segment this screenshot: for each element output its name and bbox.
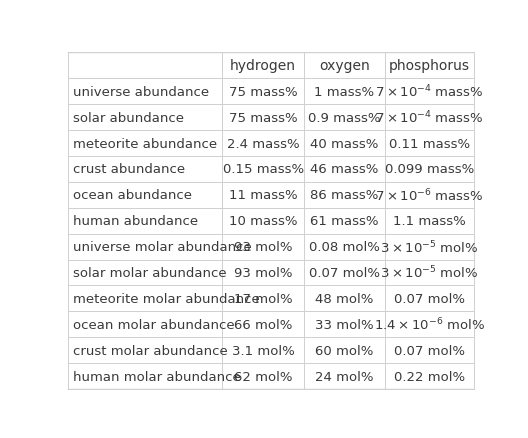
Text: solar abundance: solar abundance [73, 111, 184, 124]
Text: 0.07 mol%: 0.07 mol% [394, 344, 465, 357]
Text: 0.099 mass%: 0.099 mass% [385, 163, 474, 176]
Text: 86 mass%: 86 mass% [310, 189, 379, 202]
Text: 24 mol%: 24 mol% [315, 370, 374, 383]
Text: human abundance: human abundance [73, 215, 198, 228]
Text: meteorite molar abundance: meteorite molar abundance [73, 292, 260, 305]
Text: 0.07 mol%: 0.07 mol% [309, 266, 380, 279]
Text: 33 mol%: 33 mol% [315, 318, 374, 331]
Text: $7\times10^{-4}$ mass%: $7\times10^{-4}$ mass% [375, 110, 484, 126]
Text: 1 mass%: 1 mass% [314, 85, 374, 99]
Text: 10 mass%: 10 mass% [229, 215, 297, 228]
Text: 75 mass%: 75 mass% [229, 111, 297, 124]
Text: 48 mol%: 48 mol% [315, 292, 373, 305]
Text: oxygen: oxygen [319, 59, 370, 73]
Text: 0.08 mol%: 0.08 mol% [309, 240, 380, 254]
Text: $3\times10^{-5}$ mol%: $3\times10^{-5}$ mol% [381, 265, 479, 281]
Text: 93 mol%: 93 mol% [234, 266, 293, 279]
Text: universe abundance: universe abundance [73, 85, 209, 99]
Text: crust molar abundance: crust molar abundance [73, 344, 228, 357]
Text: phosphorus: phosphorus [389, 59, 470, 73]
Text: ocean abundance: ocean abundance [73, 189, 192, 202]
Text: $7\times10^{-4}$ mass%: $7\times10^{-4}$ mass% [375, 84, 484, 100]
Text: 75 mass%: 75 mass% [229, 85, 297, 99]
Text: meteorite abundance: meteorite abundance [73, 137, 217, 150]
Text: 61 mass%: 61 mass% [310, 215, 379, 228]
Text: 93 mol%: 93 mol% [234, 240, 293, 254]
Text: 0.11 mass%: 0.11 mass% [389, 137, 470, 150]
Text: 40 mass%: 40 mass% [310, 137, 379, 150]
Text: $7\times10^{-6}$ mass%: $7\times10^{-6}$ mass% [375, 187, 484, 204]
Text: 3.1 mol%: 3.1 mol% [232, 344, 295, 357]
Text: 0.9 mass%: 0.9 mass% [308, 111, 381, 124]
Text: 62 mol%: 62 mol% [234, 370, 293, 383]
Text: 17 mol%: 17 mol% [234, 292, 293, 305]
Text: 66 mol%: 66 mol% [234, 318, 293, 331]
Text: 0.07 mol%: 0.07 mol% [394, 292, 465, 305]
Text: human molar abundance: human molar abundance [73, 370, 241, 383]
Text: hydrogen: hydrogen [230, 59, 296, 73]
Text: 0.15 mass%: 0.15 mass% [222, 163, 304, 176]
Text: 1.1 mass%: 1.1 mass% [393, 215, 466, 228]
Text: 0.22 mol%: 0.22 mol% [394, 370, 465, 383]
Text: 2.4 mass%: 2.4 mass% [227, 137, 299, 150]
Text: universe molar abundance: universe molar abundance [73, 240, 252, 254]
Text: $1.4\times10^{-6}$ mol%: $1.4\times10^{-6}$ mol% [374, 316, 485, 333]
Text: 46 mass%: 46 mass% [310, 163, 379, 176]
Text: $3\times10^{-5}$ mol%: $3\times10^{-5}$ mol% [381, 239, 479, 255]
Text: ocean molar abundance: ocean molar abundance [73, 318, 234, 331]
Text: solar molar abundance: solar molar abundance [73, 266, 227, 279]
Text: 11 mass%: 11 mass% [229, 189, 297, 202]
Text: crust abundance: crust abundance [73, 163, 185, 176]
Text: 60 mol%: 60 mol% [315, 344, 373, 357]
